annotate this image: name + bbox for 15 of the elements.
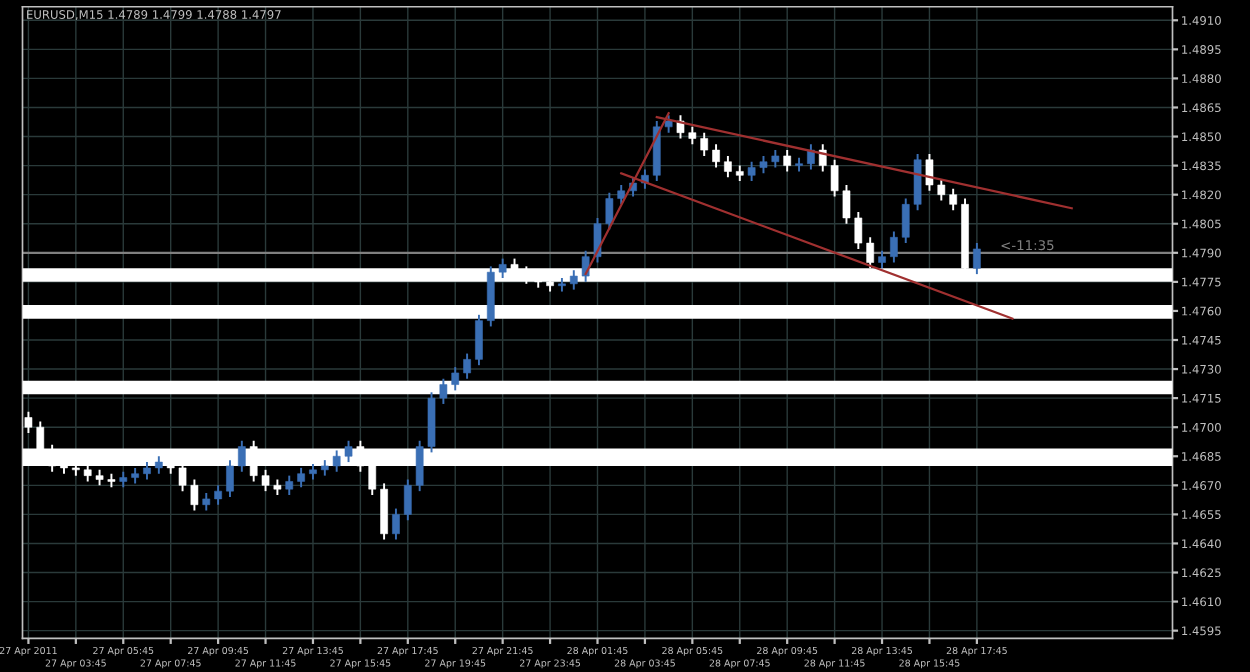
candlestick xyxy=(783,149,792,173)
candlestick xyxy=(724,154,732,179)
candlestick xyxy=(214,484,222,506)
candlestick xyxy=(237,439,246,473)
candlestick xyxy=(712,143,720,169)
candlestick xyxy=(973,242,981,276)
candlestick xyxy=(297,466,305,489)
candlestick xyxy=(392,507,400,541)
candlestick xyxy=(285,474,294,496)
candlestick xyxy=(475,313,483,367)
candlestick xyxy=(463,352,471,380)
candlestick xyxy=(807,143,815,171)
candlestick xyxy=(226,459,234,498)
candlestick xyxy=(380,482,388,541)
candlestick xyxy=(890,230,898,264)
